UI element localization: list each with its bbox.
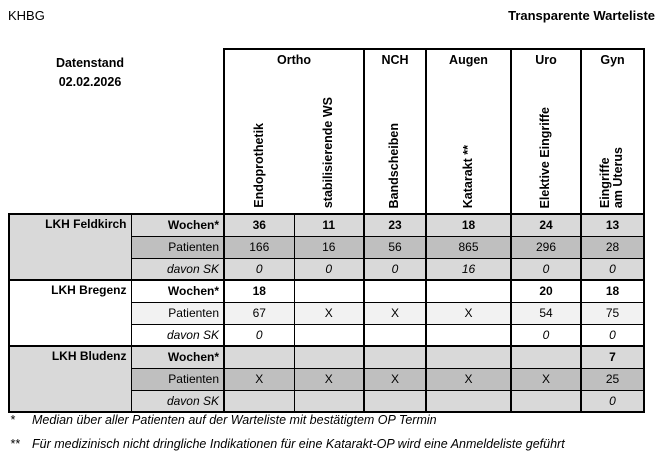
data-cell: 13	[580, 213, 645, 237]
footnote-marker: **	[10, 437, 20, 451]
data-cell	[363, 389, 427, 413]
data-cell: 18	[425, 213, 512, 237]
data-cell: 0	[363, 257, 427, 281]
data-cell: 11	[293, 213, 365, 237]
column-group-augen: Augen Katarakt **	[425, 48, 512, 215]
page-title: Transparente Warteliste	[508, 8, 655, 23]
group-label: Uro	[535, 53, 557, 67]
column-group-gyn: Gyn Eingriffe am Uterus	[580, 48, 645, 215]
data-cell: 20	[510, 279, 582, 303]
data-cell: 18	[580, 279, 645, 303]
warteliste-table: Datenstand 02.02.2026 Ortho Endoprotheti…	[8, 48, 645, 413]
group-label: Gyn	[600, 53, 625, 67]
data-cell: 75	[580, 301, 645, 325]
data-cell: 0	[293, 257, 365, 281]
row-label-wochen: Wochen*	[130, 279, 225, 303]
datenstand-date: 02.02.2026	[58, 74, 122, 89]
data-cell: 36	[223, 213, 295, 237]
data-cell: 7	[580, 345, 645, 369]
data-cell: 18	[223, 279, 295, 303]
column-subheader: Elektive Eingriffe	[538, 106, 553, 208]
column-subheader: Eingriffe am Uterus	[598, 146, 626, 208]
data-cell	[223, 389, 295, 413]
data-cell	[363, 279, 427, 303]
column-subheader: Bandscheiben	[387, 122, 402, 208]
footnote-text: Für medizinisch nicht dringliche Indikat…	[32, 437, 565, 451]
data-cell	[510, 389, 582, 413]
data-cell: 16	[425, 257, 512, 281]
data-cell	[425, 345, 512, 369]
data-cell: 865	[425, 235, 512, 259]
data-cell: 25	[580, 367, 645, 391]
data-cell: X	[223, 367, 295, 391]
data-cell	[293, 323, 365, 347]
data-cell: X	[425, 301, 512, 325]
row-label-patienten: Patienten	[130, 367, 225, 391]
datenstand-label: Datenstand	[55, 56, 125, 70]
data-cell	[425, 279, 512, 303]
data-cell: 0	[510, 323, 582, 347]
data-cell: 0	[223, 257, 295, 281]
row-label-davon-sk: davon SK	[130, 257, 225, 281]
data-cell: 16	[293, 235, 365, 259]
data-cell: 54	[510, 301, 582, 325]
data-cell	[223, 345, 295, 369]
row-label-wochen: Wochen*	[130, 345, 225, 369]
data-cell	[510, 345, 582, 369]
topbar: KHBG Transparente Warteliste	[8, 8, 655, 23]
data-cell	[363, 323, 427, 347]
data-cell: X	[425, 367, 512, 391]
data-cell: 0	[580, 257, 645, 281]
column-subheader: stabilisierende WS	[320, 96, 335, 208]
data-cell	[425, 323, 512, 347]
hospital-name: LKH Bregenz	[8, 279, 132, 347]
row-label-patienten: Patienten	[130, 301, 225, 325]
column-subheader: Katarakt **	[460, 144, 475, 208]
column-group-nch: NCH Bandscheiben	[363, 48, 427, 215]
column-subheader: Endoprothetik	[251, 123, 266, 208]
footnote-text: Median über aller Patienten auf der Wart…	[32, 413, 437, 427]
footnote-1: * Median über aller Patienten auf der Wa…	[10, 413, 659, 428]
data-cell: 166	[223, 235, 295, 259]
data-cell: 56	[363, 235, 427, 259]
row-label-davon-sk: davon SK	[130, 389, 225, 413]
data-cell	[425, 389, 512, 413]
data-cell: 0	[223, 323, 295, 347]
data-cell: 0	[510, 257, 582, 281]
data-cell: X	[293, 367, 365, 391]
data-cell: 67	[223, 301, 295, 325]
row-label-wochen: Wochen*	[130, 213, 225, 237]
data-cell: X	[510, 367, 582, 391]
column-group-ortho: Ortho Endoprothetik stabilisierende WS	[223, 48, 365, 215]
data-cell	[293, 345, 365, 369]
hospital-name: LKH Feldkirch	[8, 213, 132, 281]
datenstand-cell: Datenstand 02.02.2026	[9, 49, 224, 214]
data-cell: 296	[510, 235, 582, 259]
data-cell: 0	[580, 389, 645, 413]
footnotes: * Median über aller Patienten auf der Wa…	[10, 413, 659, 461]
row-label-patienten: Patienten	[130, 235, 225, 259]
data-cell	[293, 389, 365, 413]
group-label: Augen	[449, 53, 488, 67]
group-label: NCH	[381, 53, 409, 67]
group-label: Ortho	[276, 53, 312, 67]
data-cell: 0	[580, 323, 645, 347]
data-cell: X	[293, 301, 365, 325]
data-cell: X	[363, 367, 427, 391]
data-cell: 28	[580, 235, 645, 259]
footnote-marker: *	[10, 413, 15, 427]
data-cell	[293, 279, 365, 303]
data-cell	[363, 345, 427, 369]
hospital-name: LKH Bludenz	[8, 345, 132, 413]
data-cell: 24	[510, 213, 582, 237]
column-group-uro: Uro Elektive Eingriffe	[510, 48, 582, 215]
footnote-2: ** Für medizinisch nicht dringliche Indi…	[10, 437, 659, 452]
data-cell: 23	[363, 213, 427, 237]
org-name: KHBG	[8, 8, 45, 23]
row-label-davon-sk: davon SK	[130, 323, 225, 347]
data-cell: X	[363, 301, 427, 325]
